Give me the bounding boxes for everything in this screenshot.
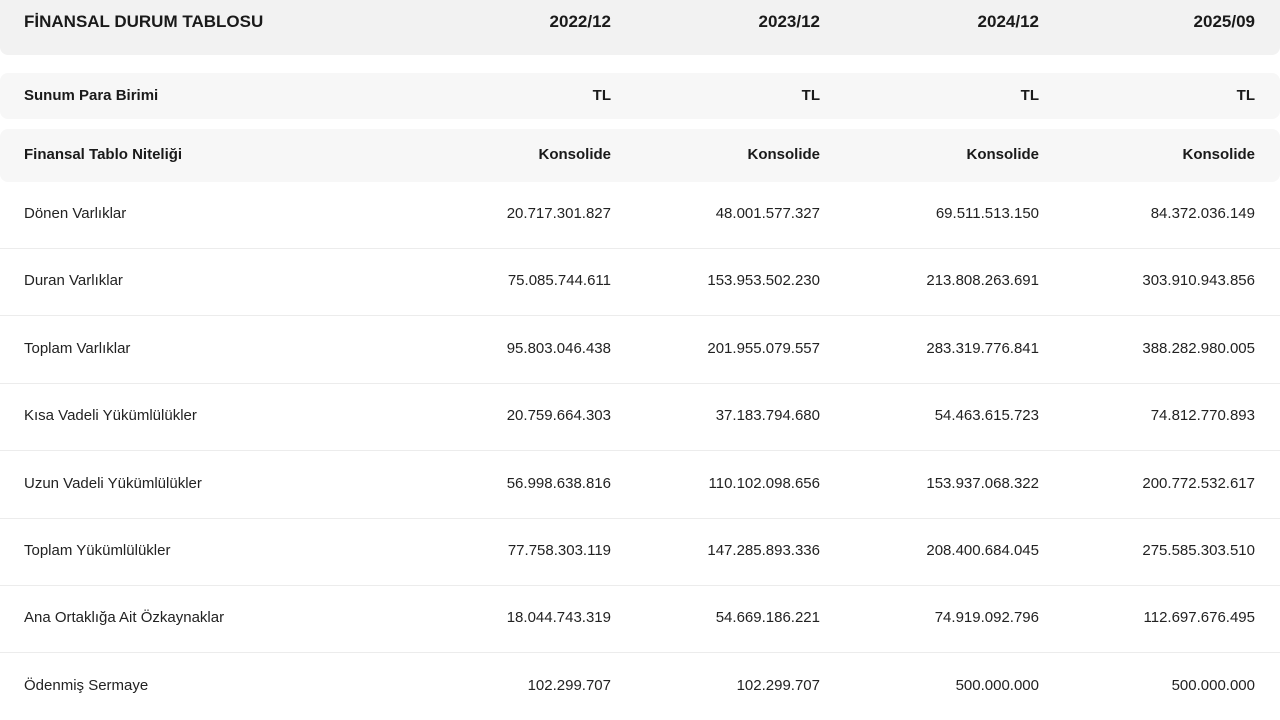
cell-value: 74.919.092.796 [934, 609, 1039, 627]
period-header: 2022/12 [549, 12, 611, 31]
cell-value: TL [1020, 87, 1039, 104]
cell-value: 303.910.943.856 [1142, 272, 1255, 290]
row-label: Uzun Vadeli Yükümlülükler [24, 474, 202, 492]
table-row: Dönen Varlıklar 20.717.301.827 48.001.577.… [0, 182, 1280, 249]
cell-value: 201.955.079.557 [707, 339, 820, 357]
cell-value: 18.044.743.319 [506, 609, 611, 627]
cell-value: 56.998.638.816 [506, 474, 611, 492]
row-label: Finansal Tablo Niteliği [24, 146, 183, 163]
cell-value: 95.803.046.438 [506, 339, 611, 357]
cell-value: 54.669.186.221 [715, 609, 820, 627]
row-label: Duran Varlıklar [24, 272, 123, 290]
cell-value: TL [592, 87, 611, 104]
cell-value: 147.285.893.336 [707, 542, 820, 559]
cell-value: TL [801, 87, 820, 104]
cell-value: 208.400.684.045 [926, 542, 1039, 559]
cell-value: 213.808.263.691 [926, 272, 1039, 290]
cell-value: 283.319.776.841 [926, 339, 1039, 357]
cell-value: 69.511.513.150 [935, 205, 1039, 222]
table-row: Ana Ortaklığa Ait Özkaynaklar 18.044.743.… [0, 586, 1280, 654]
table-row: Uzun Vadeli Yükümlülükler 56.998.638.816 1… [0, 452, 1280, 519]
cell-value: Konsolide [747, 146, 820, 163]
cell-value: Konsolide [966, 146, 1039, 163]
table-header: FİNANSAL DURUM TABLOSU 2022/12 2023/12 2… [0, 0, 1280, 55]
table-row: Toplam Yükümlülükler 77.758.303.119 147.28… [0, 519, 1280, 586]
cell-value: 102.299.707 [736, 676, 820, 694]
cell-value: 54.463.615.723 [934, 407, 1039, 425]
period-header: 2024/12 [977, 12, 1039, 31]
row-label: Ödenmiş Sermaye [24, 676, 149, 694]
cell-value: 153.937.068.322 [926, 474, 1039, 492]
cell-value: Konsolide [538, 146, 611, 163]
table-title: FİNANSAL DURUM TABLOSU [24, 12, 264, 31]
cell-value: 20.717.301.827 [506, 205, 611, 222]
currency-row: Sunum Para Birimi TL TL TL TL [0, 73, 1280, 119]
cell-value: 84.372.036.149 [1150, 205, 1255, 222]
cell-value: 20.759.664.303 [506, 407, 611, 425]
cell-value: 74.812.770.893 [1150, 407, 1255, 425]
cell-value: TL [1236, 87, 1255, 104]
row-label: Toplam Varlıklar [24, 339, 131, 357]
cell-value: 37.183.794.680 [715, 407, 820, 425]
cell-value: 500.000.000 [1171, 676, 1255, 694]
row-label: Kısa Vadeli Yükümlülükler [24, 407, 197, 425]
table-row: Duran Varlıklar 75.085.744.611 153.953.502… [0, 249, 1280, 317]
row-label: Ana Ortaklığa Ait Özkaynaklar [24, 609, 225, 627]
cell-value: 500.000.000 [955, 676, 1039, 694]
statement-type-row: Finansal Tablo Niteliği Konsolide Konsol… [0, 129, 1280, 182]
cell-value: 75.085.744.611 [507, 272, 611, 290]
cell-value: 102.299.707 [527, 676, 611, 694]
cell-value: 388.282.980.005 [1142, 339, 1255, 357]
cell-value: 112.697.676.495 [1143, 609, 1256, 627]
period-header: 2023/12 [758, 12, 820, 31]
cell-value: 110.102.098.656 [708, 474, 821, 492]
cell-value: 153.953.502.230 [707, 272, 820, 290]
cell-value: 77.758.303.119 [507, 542, 611, 559]
cell-value: 200.772.532.617 [1142, 474, 1255, 492]
row-label: Toplam Yükümlülükler [24, 542, 171, 559]
table-row: Toplam Varlıklar 95.803.046.438 201.955.07… [0, 317, 1280, 384]
cell-value: 275.585.303.510 [1142, 542, 1255, 559]
table-row: Ödenmiş Sermaye 102.299.707 102.299.707 500… [0, 654, 1280, 720]
row-label: Dönen Varlıklar [24, 205, 127, 222]
table-row: Kısa Vadeli Yükümlülükler 20.759.664.303 3… [0, 384, 1280, 452]
cell-value: Konsolide [1182, 146, 1255, 163]
row-label: Sunum Para Birimi [24, 87, 159, 104]
cell-value: 48.001.577.327 [715, 205, 820, 222]
period-header: 2025/09 [1193, 12, 1255, 31]
